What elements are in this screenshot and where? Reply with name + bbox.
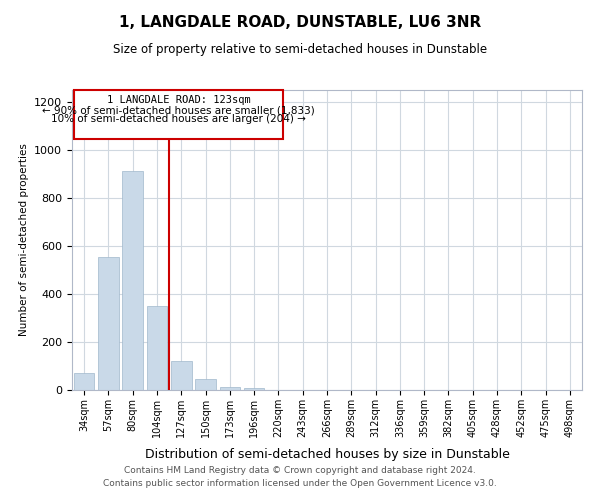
Bar xyxy=(195,378,216,390)
Text: Size of property relative to semi-detached houses in Dunstable: Size of property relative to semi-detach… xyxy=(113,42,487,56)
Bar xyxy=(98,258,119,390)
Text: ← 90% of semi-detached houses are smaller (1,833): ← 90% of semi-detached houses are smalle… xyxy=(43,106,315,116)
Text: 10% of semi-detached houses are larger (204) →: 10% of semi-detached houses are larger (… xyxy=(52,114,306,124)
Bar xyxy=(244,388,265,390)
Bar xyxy=(122,171,143,390)
Y-axis label: Number of semi-detached properties: Number of semi-detached properties xyxy=(19,144,29,336)
Bar xyxy=(171,361,191,390)
FancyBboxPatch shape xyxy=(74,90,283,139)
Text: Contains HM Land Registry data © Crown copyright and database right 2024.
Contai: Contains HM Land Registry data © Crown c… xyxy=(103,466,497,487)
Bar xyxy=(220,386,240,390)
X-axis label: Distribution of semi-detached houses by size in Dunstable: Distribution of semi-detached houses by … xyxy=(145,448,509,461)
Text: 1 LANGDALE ROAD: 123sqm: 1 LANGDALE ROAD: 123sqm xyxy=(107,95,251,105)
Bar xyxy=(74,373,94,390)
Bar xyxy=(146,306,167,390)
Text: 1, LANGDALE ROAD, DUNSTABLE, LU6 3NR: 1, LANGDALE ROAD, DUNSTABLE, LU6 3NR xyxy=(119,15,481,30)
